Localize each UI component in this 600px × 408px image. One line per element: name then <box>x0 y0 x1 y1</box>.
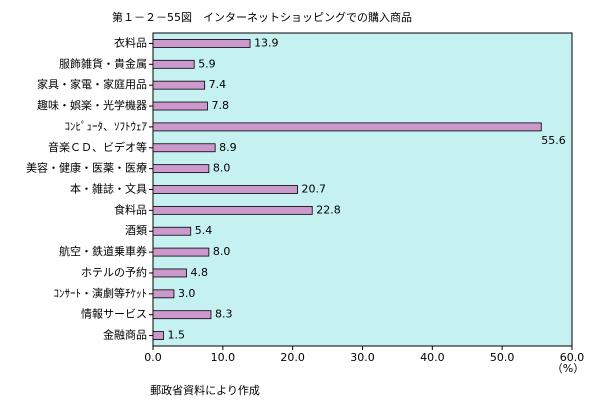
bar <box>152 268 187 278</box>
bar <box>152 164 210 174</box>
y-tick-label: 本・雑誌・文具 <box>70 182 147 196</box>
y-tick-label: 服飾雑貨・貴金属 <box>59 56 147 70</box>
bar <box>152 310 212 320</box>
x-tick-label: 20.0 <box>280 351 305 364</box>
y-tick-label: 衣料品 <box>114 35 147 49</box>
data-label: 20.7 <box>302 183 327 196</box>
bar <box>152 247 210 257</box>
data-label: 13.9 <box>254 36 279 49</box>
source-note: 郵政省資料により作成 <box>150 383 260 397</box>
data-label: 22.8 <box>316 203 341 216</box>
bar <box>152 226 192 236</box>
y-tick-label: ｺﾝｻｰﾄ・演劇等ﾁｹｯﾄ <box>54 286 148 300</box>
y-tick-label: 音楽ＣＤ、ビデオ等 <box>48 140 147 154</box>
data-label: 8.0 <box>213 162 231 175</box>
x-tick-label: 0.0 <box>144 351 162 364</box>
y-tick-label: 金融商品 <box>103 328 147 342</box>
y-tick-label: 酒類 <box>125 224 147 237</box>
bar <box>152 80 206 90</box>
bar <box>152 59 195 69</box>
x-tick-label: 60.0 <box>560 351 585 364</box>
bar <box>152 185 298 194</box>
bar <box>152 205 313 215</box>
data-label: 55.6 <box>541 134 566 147</box>
y-tick-label: 趣味・娯楽・光学機器 <box>37 98 147 112</box>
x-tick-label: 40.0 <box>420 351 445 364</box>
chart-title: 第１－２－55図 インターネットショッピングでの購入商品 <box>112 10 412 24</box>
y-tick-label: ｺﾝﾋﾟｭｰﾀ、ｿﾌﾄｳｪｱ <box>65 120 148 133</box>
data-label: 7.4 <box>209 78 227 91</box>
y-tick-label: 情報サービス <box>81 308 147 321</box>
data-label: 8.0 <box>213 245 231 258</box>
data-label: 5.9 <box>198 57 216 70</box>
x-tick-label: 10.0 <box>211 351 236 364</box>
bar <box>152 289 175 299</box>
data-label: 5.4 <box>195 224 213 237</box>
y-tick-label: 航空・鉄道乗車券 <box>59 244 147 258</box>
bar <box>152 331 164 340</box>
y-tick-label: 美容・健康・医薬・医療 <box>26 161 147 175</box>
data-label: 8.3 <box>215 308 233 321</box>
y-tick-label: 家具・家電・家庭用品 <box>37 77 147 91</box>
x-tick-label: 50.0 <box>490 351 515 364</box>
data-label: 4.8 <box>191 266 209 279</box>
y-tick-label: 食料品 <box>114 202 147 216</box>
data-label: 8.9 <box>219 141 237 154</box>
bar <box>152 39 251 48</box>
bar <box>152 122 542 132</box>
data-label: 7.8 <box>211 99 229 112</box>
bar <box>152 143 216 153</box>
y-tick-label: ホテルの予約 <box>81 265 147 279</box>
bar <box>152 101 208 111</box>
unit-label: （%） <box>552 362 584 375</box>
data-label: 1.5 <box>167 329 185 342</box>
x-tick-label: 30.0 <box>350 351 375 364</box>
data-label: 3.0 <box>178 287 196 300</box>
